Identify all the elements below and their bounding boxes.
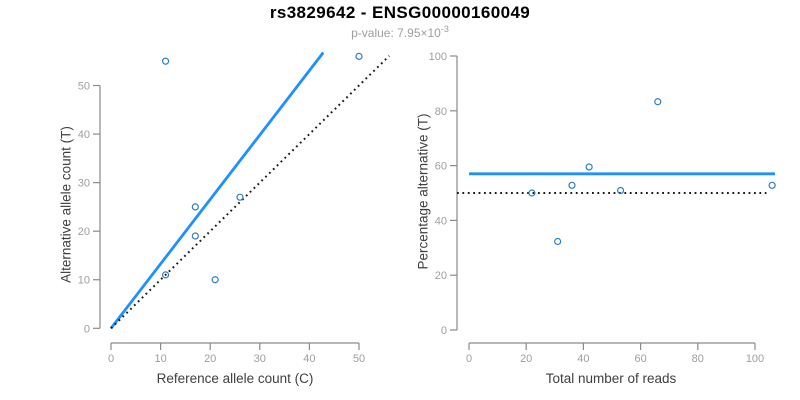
x-tick-label: 0 [108, 353, 114, 365]
y-tick-label: 60 [435, 161, 447, 173]
right-y-axis-title: Percentage alternative (T) [415, 113, 431, 270]
x-tick-label: 20 [520, 353, 532, 365]
x-tick-label: 80 [692, 353, 704, 365]
x-tick-label: 40 [577, 353, 589, 365]
data-point [528, 189, 536, 197]
panel-percentage-vs-coverage: 0 20 40 60 80 100 0 20 40 60 80 100 [429, 51, 776, 365]
pvalue-text: p-value: 7.95×10 [351, 26, 441, 40]
data-point [191, 203, 199, 211]
y-tick-label: 20 [435, 270, 447, 282]
panel-allele-counts: 0 10 20 30 40 50 0 10 20 30 40 50 [78, 51, 390, 365]
data-point [585, 163, 593, 171]
left-y-axis-title: Alternative allele count (T) [58, 126, 74, 283]
data-point [161, 57, 170, 65]
y-tick-label: 0 [441, 325, 447, 337]
x-tick-label: 40 [303, 353, 315, 365]
y-tick-label: 40 [78, 129, 90, 141]
y-tick-label: 20 [78, 226, 90, 238]
identity-line [110, 55, 390, 330]
figure-title: rs3829642 - ENSG00000160049 [269, 3, 531, 22]
y-tick-label: 30 [78, 178, 90, 190]
x-tick-label: 50 [353, 353, 365, 365]
data-point [211, 276, 219, 284]
data-point [161, 271, 170, 279]
y-tick-label: 10 [78, 275, 90, 287]
x-tick-label: 10 [154, 353, 166, 365]
x-tick-label: 30 [254, 353, 266, 365]
y-tick-label: 40 [435, 215, 447, 227]
y-tick-label: 50 [78, 81, 90, 93]
figure-subtitle: p-value: 7.95×10-3 [0, 24, 800, 40]
pvalue-exponent: -3 [440, 24, 449, 34]
y-tick-label: 0 [84, 323, 90, 335]
right-x-axis-title: Total number of reads [545, 371, 677, 386]
x-tick-label: 0 [466, 353, 472, 365]
data-point [616, 186, 625, 195]
data-point [355, 52, 363, 60]
fitted-ase-line [109, 51, 325, 330]
data-point [768, 181, 776, 189]
data-point [568, 181, 576, 189]
data-point [236, 193, 244, 201]
left-x-axis-title: Reference allele count (C) [156, 371, 314, 386]
data-point [191, 232, 199, 240]
data-point [654, 98, 662, 106]
x-tick-label: 60 [634, 353, 646, 365]
x-tick-label: 20 [204, 353, 216, 365]
data-point [554, 237, 562, 246]
y-tick-label: 100 [429, 51, 447, 63]
x-tick-label: 100 [746, 353, 764, 365]
y-tick-label: 80 [435, 106, 447, 118]
